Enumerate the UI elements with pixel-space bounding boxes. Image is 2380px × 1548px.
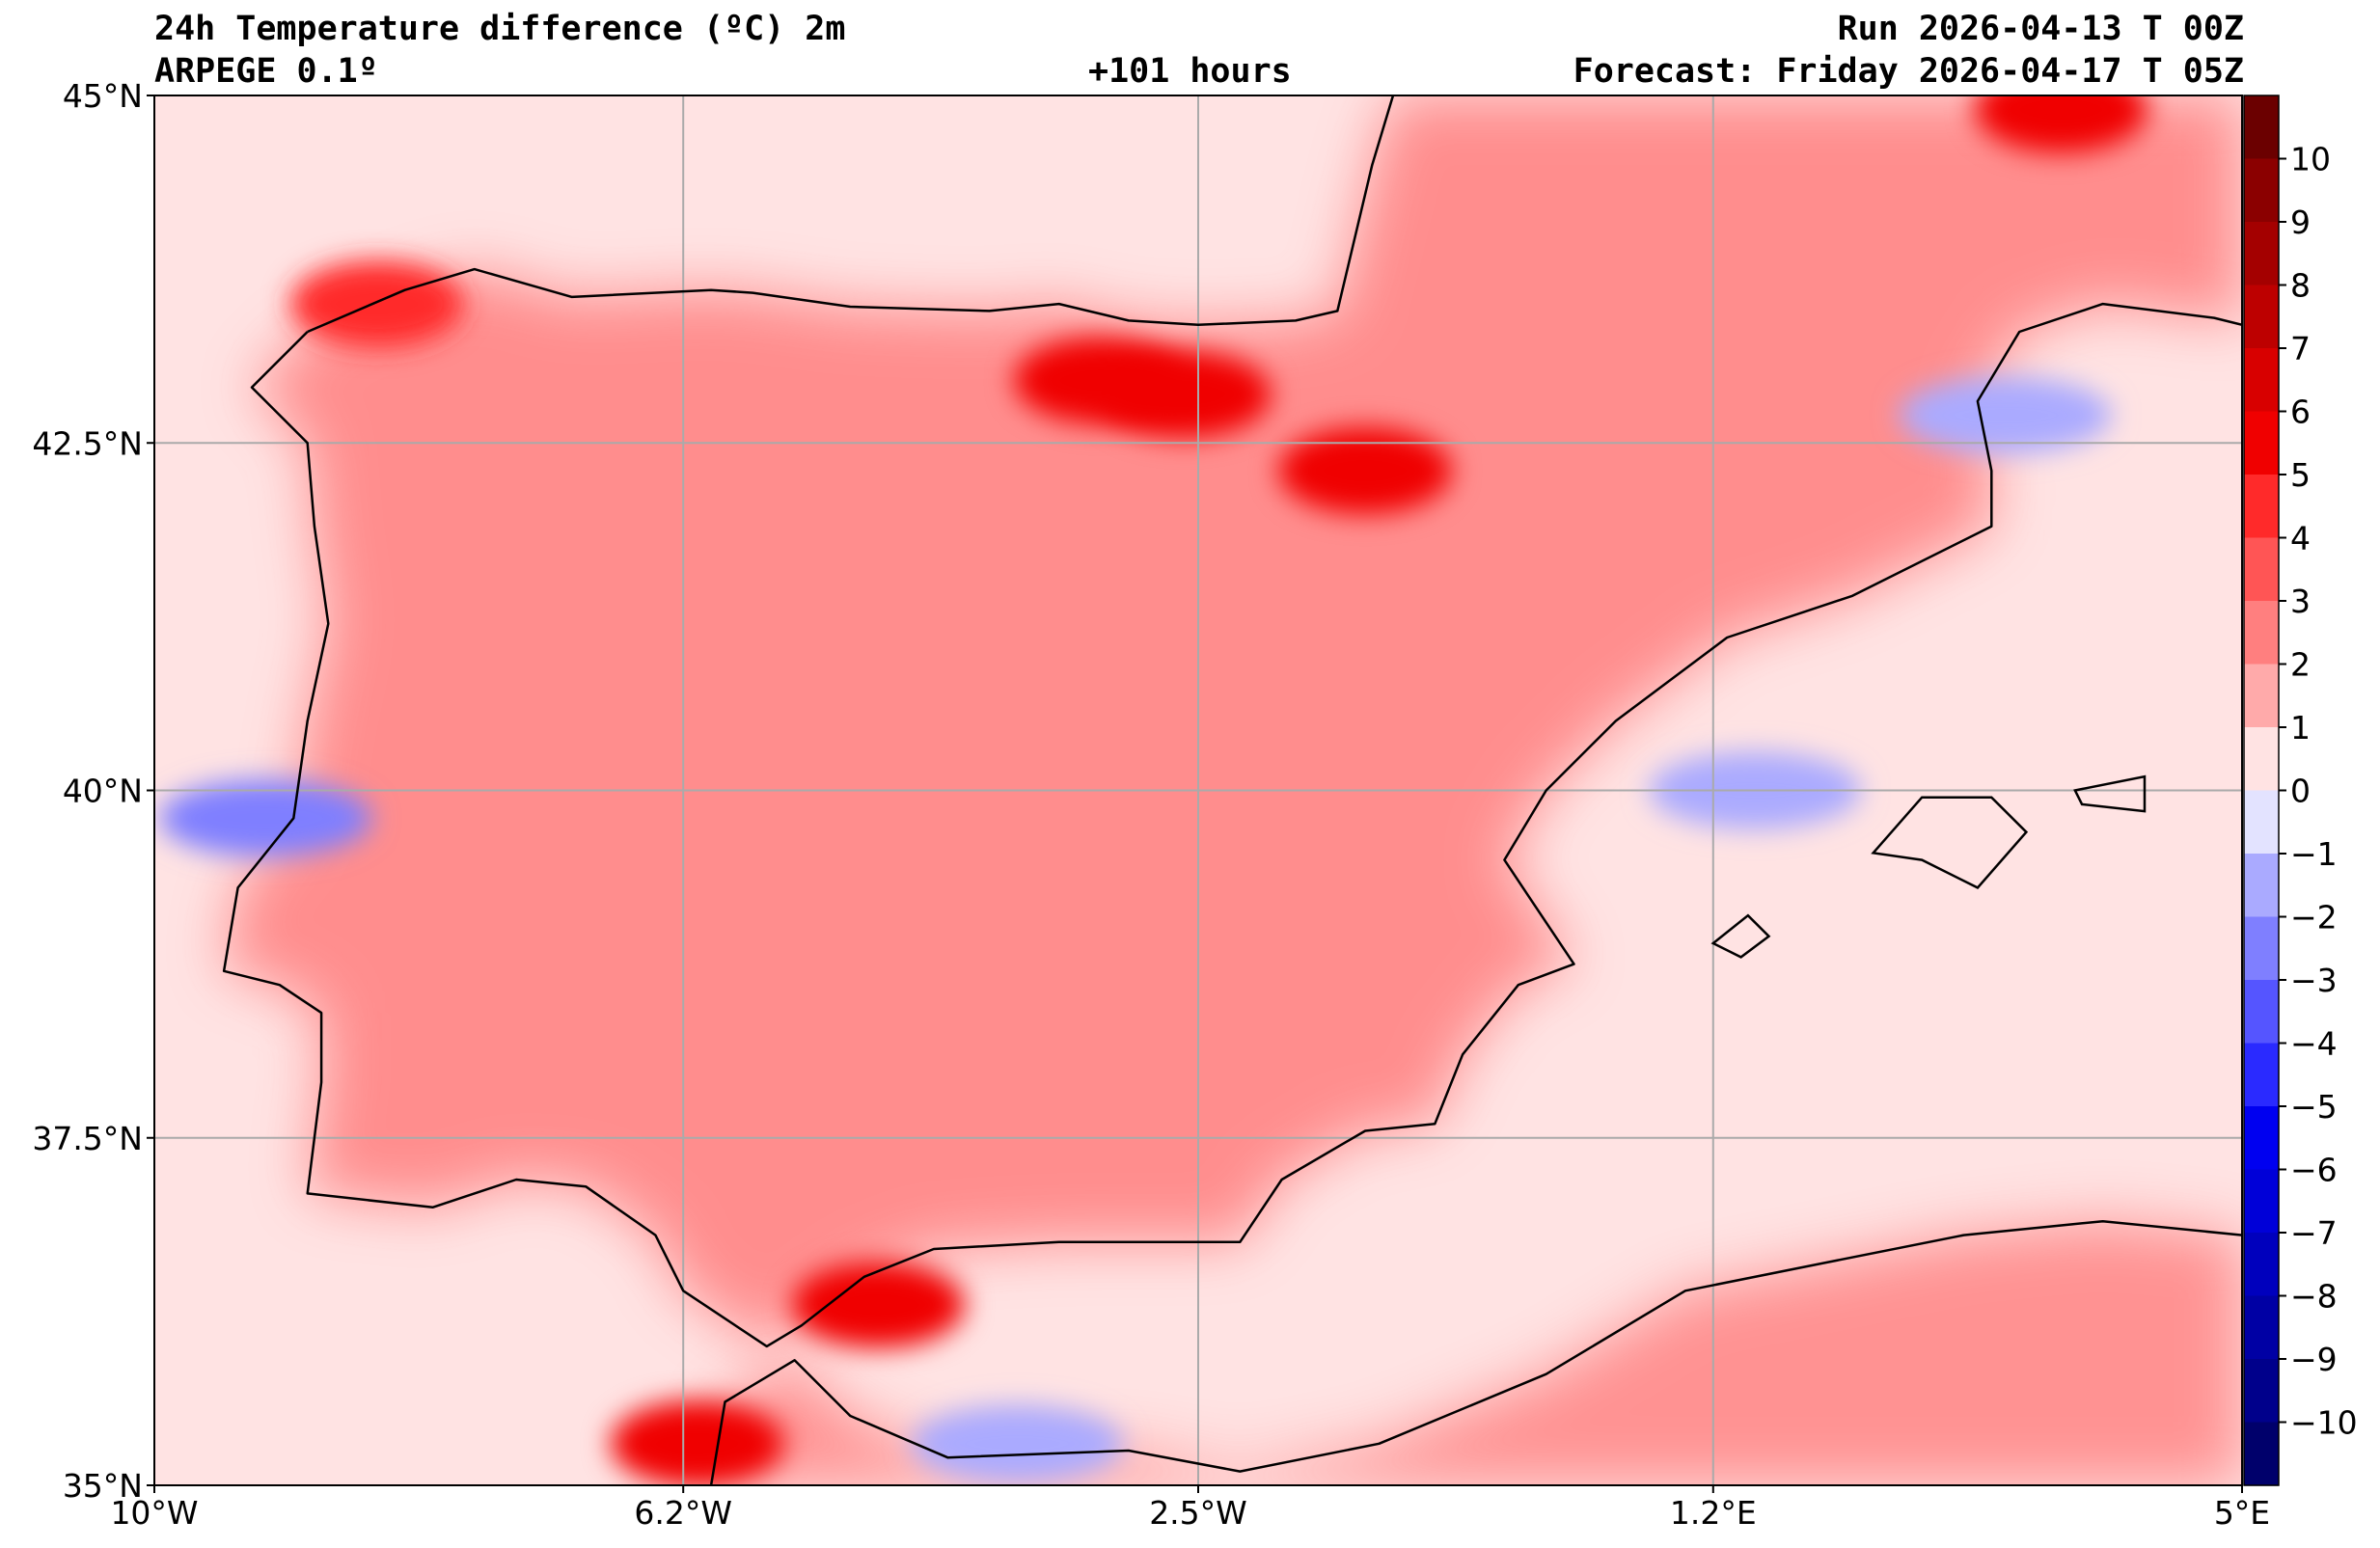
- colorbar-tick-label: 1: [2290, 709, 2311, 747]
- colorbar-segment: [2244, 158, 2279, 223]
- hotspot: [791, 1261, 966, 1348]
- run-label: Run 2026-04-13 T 00Z: [1837, 10, 2244, 48]
- map-title: 24h Temperature difference (ºC) 2m: [154, 10, 846, 48]
- lon-tick-label: 10°W: [110, 1494, 198, 1532]
- colorbar-segment: [2244, 411, 2279, 475]
- colorbar-tick-label: −3: [2290, 962, 2338, 999]
- colorbar-segment: [2244, 1106, 2279, 1171]
- lat-tick-label: 42.5°N: [32, 424, 143, 462]
- colorbar-tick-label: −9: [2290, 1341, 2338, 1378]
- colorbar-tick-label: 3: [2290, 583, 2311, 620]
- lon-tick-label: 6.2°W: [634, 1494, 732, 1532]
- colorbar-segment: [2244, 916, 2279, 981]
- colorbar-segment: [2244, 475, 2279, 539]
- coldspot: [1899, 376, 2112, 454]
- colorbar-segment: [2244, 95, 2279, 160]
- land-warming: [224, 95, 2242, 1346]
- coastlines: [222, 95, 2242, 1485]
- coldspot: [159, 779, 372, 857]
- colorbar-tick-label: −7: [2290, 1214, 2338, 1252]
- colorbar-segment: [2244, 980, 2279, 1045]
- hotspot: [610, 1399, 784, 1485]
- colorbar-segment: [2244, 1295, 2279, 1360]
- lon-tick-label: 2.5°W: [1149, 1494, 1247, 1532]
- colorbar-segment: [2244, 1233, 2279, 1297]
- colorbar-tick-label: −5: [2290, 1088, 2338, 1126]
- colorbar-tick-label: 7: [2290, 330, 2311, 367]
- colorbar-segment: [2244, 790, 2279, 855]
- iberian-coastline: [222, 302, 2242, 1348]
- hotspot: [1097, 350, 1272, 438]
- island-outline: [1710, 913, 1771, 959]
- colorbar-segment: [2244, 1169, 2279, 1234]
- axis-ticks: 10°W 6.2°W 2.5°W 1.2°E 5°E 35°N 37.5°N 40°N 42.5…: [32, 77, 2270, 1532]
- colorbar-segment: [2244, 727, 2279, 792]
- lat-tick-label: 35°N: [63, 1467, 143, 1505]
- colorbar-segment: [2244, 1043, 2279, 1107]
- colorbar-segment: [2244, 1359, 2279, 1424]
- colorbar-tick-label: 4: [2290, 520, 2311, 557]
- hotspot: [1974, 95, 2148, 153]
- colorbar-tick-label: −2: [2290, 899, 2338, 937]
- hotspot: [1278, 427, 1453, 515]
- colorbar-tick-label: 5: [2290, 456, 2311, 494]
- lon-tick-label: 5°E: [2214, 1494, 2270, 1532]
- colorbar-tick-label: 6: [2290, 394, 2311, 431]
- colorbar-segment: [2244, 222, 2279, 286]
- colorbar-segment: [2244, 537, 2279, 602]
- colorbar-tick-label: 2: [2290, 646, 2311, 684]
- colorbar-tick-label: 0: [2290, 773, 2311, 810]
- colorbar-segment: [2244, 664, 2279, 728]
- colorbar-tick-label: 9: [2290, 204, 2311, 241]
- colorbar-segment: [2244, 285, 2279, 349]
- colorbar-tick-label: −6: [2290, 1152, 2338, 1189]
- lat-tick-label: 45°N: [63, 77, 143, 115]
- gridlines: [154, 95, 2242, 1485]
- lat-tick-label: 40°N: [63, 773, 143, 810]
- lead-time-label: +101 hours: [1088, 52, 1292, 91]
- colorbar-tick-label: 10: [2290, 141, 2331, 178]
- colorbar-segment: [2244, 854, 2279, 918]
- african-coastline: [709, 1219, 2242, 1485]
- lat-tick-label: 37.5°N: [32, 1120, 143, 1157]
- colorbar-tick-label: −10: [2290, 1404, 2358, 1442]
- forecast-label: Forecast: Friday 2026-04-17 T 05Z: [1573, 52, 2244, 91]
- north-coastline: [307, 95, 1395, 334]
- colorbar-tick-label: −8: [2290, 1278, 2338, 1316]
- lon-tick-label: 1.2°E: [1670, 1494, 1757, 1532]
- colorbar-tick-label: −1: [2290, 835, 2338, 873]
- hotspot: [289, 260, 464, 348]
- model-label: ARPEGE 0.1º: [154, 52, 378, 91]
- colorbar-tick-label: 8: [2290, 267, 2311, 305]
- coldspot: [911, 1404, 1124, 1482]
- island-outline: [2073, 774, 2147, 813]
- colorbar-segment: [2244, 1422, 2279, 1486]
- island-outline: [1871, 796, 2029, 889]
- africa-warming: [711, 1221, 2242, 1485]
- colorbar-segment: [2244, 348, 2279, 413]
- colorbar-segment: [2244, 601, 2279, 665]
- colorbar-tick-label: −4: [2290, 1025, 2338, 1063]
